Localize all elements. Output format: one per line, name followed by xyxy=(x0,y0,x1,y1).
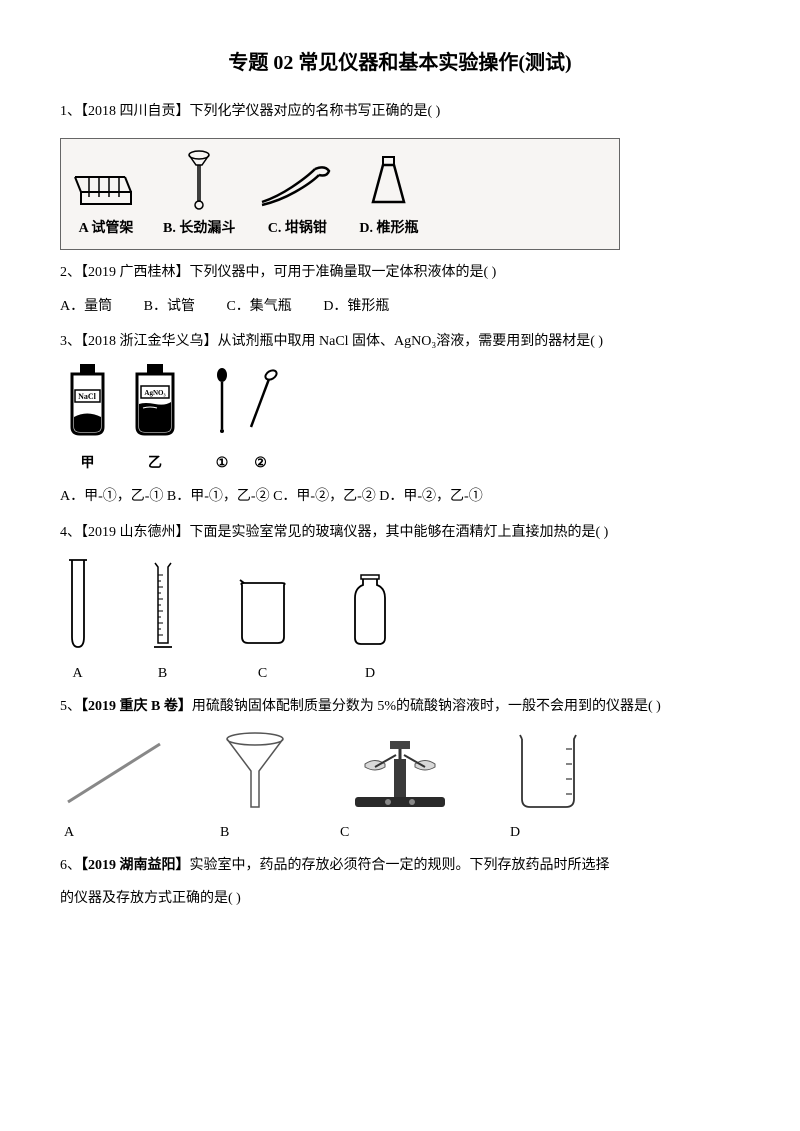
q5-rest: 用硫酸钠固体配制质量分数为 5%的硫酸钠溶液时，一般不会用到的仪器是( ) xyxy=(192,699,661,714)
svg-text:AgNO₃: AgNO₃ xyxy=(144,389,165,397)
q5-prefix: 5、 xyxy=(60,699,81,714)
q2-stem: 2、【2019 广西桂林】下列仪器中，可用于准确量取一定体积液体的是( ) xyxy=(60,260,740,285)
q4-label-c: C xyxy=(258,661,267,686)
q6-rest: 实验室中，药品的存放必须符合一定的规则。下列存放药品时所选择 xyxy=(190,858,610,873)
q5-label-c: C xyxy=(340,820,349,845)
q3-stem: 3、【2018 浙江金华义乌】从试剂瓶中取用 NaCl 固体、AgNO₃溶液，需… xyxy=(60,329,740,354)
q5-stem: 5、【2019 重庆 B 卷】用硫酸钠固体配制质量分数为 5%的硫酸钠溶液时，一… xyxy=(60,694,740,719)
q3-options: A．甲-①，乙-① B．甲-①，乙-② C．甲-②，乙-② D．甲-②，乙-① xyxy=(60,484,740,509)
q1-item-b: B. 长劲漏斗 xyxy=(163,147,235,241)
svg-text:NaCl: NaCl xyxy=(78,392,97,401)
q2-opt-d: D．锥形瓶 xyxy=(323,299,389,314)
q1-image-box: A 试管架 B. 长劲漏斗 C. 坩锅钳 xyxy=(60,138,620,250)
q1-item-d: D. 椎形瓶 xyxy=(359,152,418,241)
q2-opt-b: B．试管 xyxy=(144,299,195,314)
q3-label-yi: 乙 xyxy=(125,451,185,476)
q5-label-b: B xyxy=(220,820,229,845)
dropper-icon xyxy=(207,367,237,442)
q1-item-c: C. 坩锅钳 xyxy=(257,157,337,241)
glass-rod-icon xyxy=(60,734,170,814)
test-tube-rack-icon xyxy=(71,157,141,212)
q3-label-one: ① xyxy=(207,451,237,476)
q6-line1: 6、【2019 湖南益阳】实验室中，药品的存放必须符合一定的规则。下列存放药品时… xyxy=(60,853,740,878)
q1-label-a: A 试管架 xyxy=(79,216,134,241)
q3-images: NaCl 甲 AgNO₃ 乙 ① xyxy=(60,362,740,476)
q5-images: A B C D xyxy=(60,729,740,845)
reagent-bottle-agno3-icon: AgNO₃ xyxy=(125,362,185,442)
funnel2-icon xyxy=(220,729,290,814)
q1-label-b: B. 长劲漏斗 xyxy=(163,216,235,241)
graduated-cylinder-icon xyxy=(145,555,180,655)
reagent-bottle-nacl-icon: NaCl xyxy=(60,362,115,442)
balance-icon xyxy=(340,729,460,814)
q1-item-a: A 试管架 xyxy=(71,157,141,241)
spatula-icon xyxy=(243,367,278,442)
page-title: 专题 02 常见仪器和基本实验操作(测试) xyxy=(60,45,740,81)
gas-jar-icon xyxy=(345,570,395,655)
beaker-icon xyxy=(230,575,295,655)
q3-label-jia: 甲 xyxy=(60,451,115,476)
funnel-icon xyxy=(174,147,224,212)
q1-label-c: C. 坩锅钳 xyxy=(268,216,327,241)
q4-images: A B C D xyxy=(60,555,740,686)
tongs-icon xyxy=(257,157,337,212)
q3-label-two: ② xyxy=(243,451,278,476)
q1-stem: 1、【2018 四川自贡】下列化学仪器对应的名称书写正确的是( ) xyxy=(60,99,740,124)
q5-tag: 【2019 重庆 B 卷】 xyxy=(81,699,192,714)
q4-label-b: B xyxy=(158,661,167,686)
q2-opt-c: C．集气瓶 xyxy=(226,299,291,314)
q6-prefix: 6、 xyxy=(60,858,81,873)
q6-tag: 【2019 湖南益阳】 xyxy=(81,858,190,873)
test-tube-icon xyxy=(60,555,95,655)
beaker2-icon xyxy=(510,729,585,814)
flask-icon xyxy=(361,152,416,212)
q4-label-a: A xyxy=(72,661,82,686)
q4-stem: 4、【2019 山东德州】下面是实验室常见的玻璃仪器，其中能够在酒精灯上直接加热… xyxy=(60,520,740,545)
q5-label-d: D xyxy=(510,820,520,845)
q5-label-a: A xyxy=(64,820,74,845)
q2-options: A．量筒 B．试管 C．集气瓶 D．锥形瓶 xyxy=(60,294,740,319)
q1-label-d: D. 椎形瓶 xyxy=(359,216,418,241)
q6-line2: 的仪器及存放方式正确的是( ) xyxy=(60,886,740,911)
q2-opt-a: A．量筒 xyxy=(60,299,112,314)
q4-label-d: D xyxy=(365,661,375,686)
